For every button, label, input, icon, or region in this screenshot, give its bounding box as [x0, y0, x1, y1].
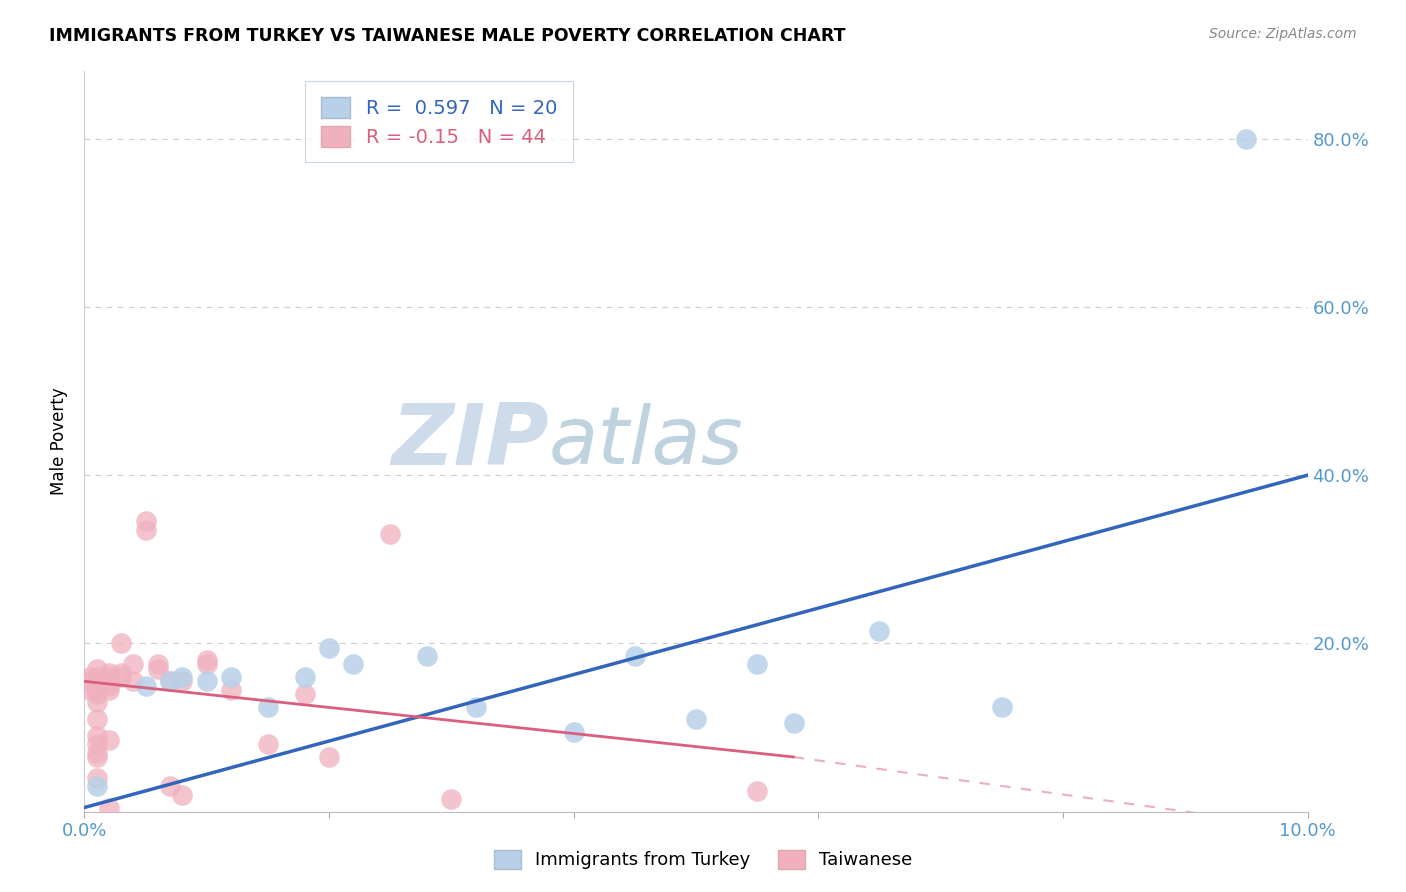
Point [195, 674, 218, 689]
Point [747, 657, 769, 672]
Point [97, 679, 120, 693]
Point [624, 649, 647, 664]
Point [172, 788, 194, 802]
Point [135, 679, 157, 693]
Point [1236, 131, 1258, 145]
Point [159, 780, 181, 794]
Point [416, 649, 439, 664]
Point [122, 657, 145, 672]
Point [86, 729, 108, 743]
Point [318, 640, 340, 655]
Point [110, 665, 132, 680]
Point [294, 670, 316, 684]
Point [342, 657, 364, 672]
Point [79, 670, 101, 684]
Text: ZIP: ZIP [391, 400, 550, 483]
Point [97, 665, 120, 680]
Point [97, 674, 120, 689]
Point [97, 733, 120, 747]
Point [135, 523, 157, 537]
Point [318, 750, 340, 764]
Point [86, 687, 108, 701]
Point [122, 674, 145, 689]
Legend: Immigrants from Turkey, Taiwanese: Immigrants from Turkey, Taiwanese [485, 840, 921, 879]
Point [219, 670, 242, 684]
Point [172, 670, 194, 684]
Point [747, 783, 769, 797]
Point [86, 662, 108, 676]
Point [685, 712, 707, 726]
Point [86, 750, 108, 764]
Point [294, 687, 316, 701]
Point [86, 780, 108, 794]
Point [97, 682, 120, 697]
Point [257, 738, 280, 752]
Point [562, 724, 585, 739]
Point [159, 674, 181, 689]
Point [146, 662, 169, 676]
Text: IMMIGRANTS FROM TURKEY VS TAIWANESE MALE POVERTY CORRELATION CHART: IMMIGRANTS FROM TURKEY VS TAIWANESE MALE… [49, 27, 846, 45]
Point [380, 527, 402, 541]
Text: Source: ZipAtlas.com: Source: ZipAtlas.com [1209, 27, 1357, 41]
Point [86, 746, 108, 760]
Point [783, 716, 806, 731]
Point [219, 682, 242, 697]
Point [869, 624, 891, 638]
Point [86, 682, 108, 697]
Point [86, 738, 108, 752]
Point [440, 792, 463, 806]
Point [172, 674, 194, 689]
Point [86, 771, 108, 785]
Point [159, 674, 181, 689]
Point [86, 670, 108, 684]
Point [86, 679, 108, 693]
Point [79, 674, 101, 689]
Point [195, 657, 218, 672]
Point [86, 712, 108, 726]
Point [110, 636, 132, 650]
Point [195, 653, 218, 667]
Legend: R =  0.597   N = 20, R = -0.15   N = 44: R = 0.597 N = 20, R = -0.15 N = 44 [305, 81, 572, 162]
Point [146, 657, 169, 672]
Point [86, 695, 108, 709]
Text: atlas: atlas [550, 402, 744, 481]
Point [97, 800, 120, 814]
Point [991, 699, 1014, 714]
Point [79, 682, 101, 697]
Point [110, 670, 132, 684]
Point [135, 515, 157, 529]
Point [257, 699, 280, 714]
Point [464, 699, 486, 714]
Y-axis label: Male Poverty: Male Poverty [51, 388, 69, 495]
Point [97, 670, 120, 684]
